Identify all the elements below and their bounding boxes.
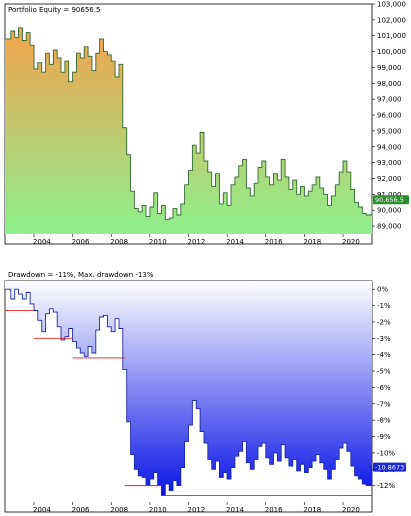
x-tick-label: 2006 [72, 506, 90, 514]
x-tick-label: 2010 [149, 238, 167, 246]
x-tick-label: 2018 [303, 238, 321, 246]
x-tick-label: 2014 [226, 506, 244, 514]
drawdown-title: Drawdown = -11%, Max. drawdown -13% [8, 271, 154, 279]
y-tick-label: 93,000 [377, 159, 402, 167]
y-tick-label: -12% [377, 482, 395, 490]
drawdown-last-value-bg [373, 462, 406, 472]
y-tick-label: 99,000 [377, 64, 402, 72]
y-tick-label: -2% [377, 318, 391, 326]
x-tick-label: 2006 [72, 238, 90, 246]
x-tick-label: 2004 [33, 506, 51, 514]
x-tick-label: 2012 [188, 506, 206, 514]
y-tick-label: 89,000 [377, 223, 402, 231]
x-tick-label: 2018 [303, 506, 321, 514]
y-tick-label: -1% [377, 302, 391, 310]
y-tick-label: 103,000 [377, 1, 406, 9]
equity-plot-area [5, 27, 373, 234]
drawdown-last-value-badge: -10.8673 [373, 462, 406, 472]
y-tick-label: -10% [377, 449, 395, 457]
equity-x-axis: 2004 2006 2008 2010 2012 2014 2016 2018 2020 [33, 234, 360, 246]
equity-line [5, 27, 373, 221]
x-tick-label: 2004 [33, 238, 51, 246]
equity-last-value-bg [373, 195, 409, 205]
y-tick-label: 101,000 [377, 32, 406, 40]
y-tick-label: 92,000 [377, 175, 402, 183]
y-tick-label: -6% [377, 384, 391, 392]
y-tick-label: -7% [377, 400, 391, 408]
equity-last-value-label: 90,656.5 [375, 196, 404, 204]
x-tick-label: 2014 [226, 238, 244, 246]
x-tick-label: 2010 [149, 506, 167, 514]
y-tick-label: 90,000 [377, 207, 402, 215]
equity-panel: Portfolio Equity = 90656.5 103,000 102,00… [4, 1, 409, 246]
y-tick-label: 91,000 [377, 191, 402, 199]
x-tick-label: 2008 [110, 506, 128, 514]
drawdown-last-value-label: -10.8673 [375, 463, 404, 471]
equity-area [5, 27, 372, 234]
drawdown-panel: Drawdown = -11%, Max. drawdown -13% 0% -1… [4, 271, 406, 514]
y-tick-label: -8% [377, 417, 391, 425]
y-tick-label: -9% [377, 433, 391, 441]
x-tick-label: 2016 [265, 506, 283, 514]
y-tick-label: 95,000 [377, 127, 402, 135]
drawdown-x-axis: 2004 2006 2008 2010 2012 2014 2016 2018 2020 [33, 502, 360, 514]
x-tick-label: 2016 [265, 238, 283, 246]
equity-last-value-badge: 90,656.5 [373, 195, 409, 205]
y-tick-label: -3% [377, 335, 391, 343]
drawdown-line [5, 288, 373, 496]
x-tick-label: 2020 [342, 238, 360, 246]
drawdown-plot-area [5, 281, 373, 496]
equity-title: Portfolio Equity = 90656.5 [8, 6, 100, 14]
y-tick-label: 94,000 [377, 143, 402, 151]
y-tick-label: 97,000 [377, 96, 402, 104]
x-tick-label: 2012 [188, 238, 206, 246]
drawdown-area [5, 281, 372, 496]
y-tick-label: 96,000 [377, 112, 402, 120]
equity-y-axis: 103,000 102,000 101,000 100,000 99,000 98,000… [372, 1, 406, 231]
y-tick-label: 102,000 [377, 16, 406, 24]
drawdown-y-axis: 0%-1%-2%-3%-4%-5%-6%-7%-8%-9%-10%-11%-12… [372, 286, 395, 490]
x-tick-label: 2008 [110, 238, 128, 246]
x-tick-label: 2020 [342, 506, 360, 514]
y-tick-label: 98,000 [377, 80, 402, 88]
y-tick-label: -4% [377, 351, 391, 359]
y-tick-label: -5% [377, 368, 391, 376]
y-tick-label: 0% [377, 286, 388, 294]
y-tick-label: 100,000 [377, 48, 406, 56]
